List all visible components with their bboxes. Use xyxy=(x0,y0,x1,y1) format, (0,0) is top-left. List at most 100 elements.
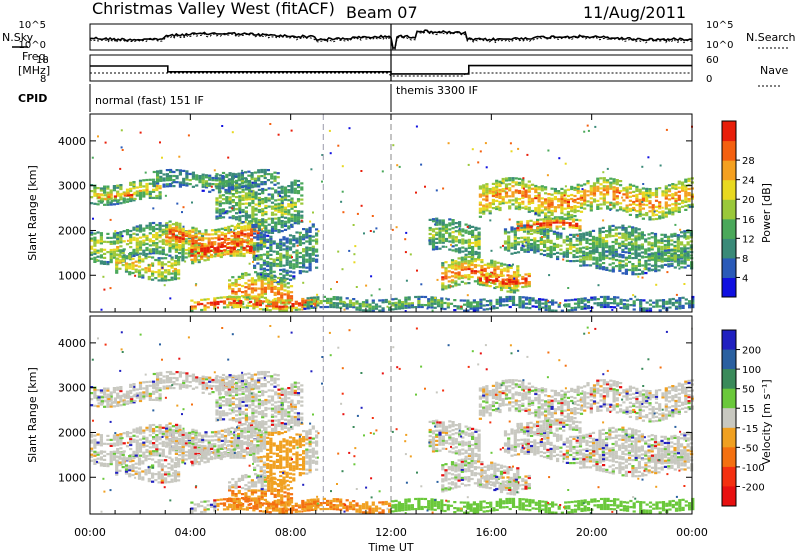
power-cell xyxy=(491,279,495,282)
power-cell xyxy=(527,200,531,203)
power-cell xyxy=(116,194,120,197)
power-cell xyxy=(467,244,471,247)
power-cell xyxy=(454,236,458,239)
power-cell xyxy=(640,237,644,240)
power-cell xyxy=(187,253,191,256)
power-cell xyxy=(99,250,103,253)
power-cell xyxy=(543,229,547,232)
power-cell xyxy=(667,184,672,187)
power-cell xyxy=(482,284,486,287)
power-cell xyxy=(283,220,288,223)
power-cell xyxy=(471,225,475,228)
power-cell xyxy=(132,185,136,188)
power-cell xyxy=(270,173,274,176)
power-cell xyxy=(138,193,143,197)
power-cell xyxy=(583,183,587,186)
power-cell xyxy=(256,254,260,257)
power-cell xyxy=(654,209,659,212)
power-cell xyxy=(603,295,607,298)
power-cell xyxy=(613,302,617,305)
power-cell xyxy=(592,186,597,189)
power-cell xyxy=(466,294,469,297)
power-cell xyxy=(609,201,613,204)
power-cell xyxy=(467,267,471,271)
power-cell xyxy=(514,183,518,186)
power-cell xyxy=(626,303,630,306)
power-cell xyxy=(671,297,675,301)
power-cell xyxy=(246,224,250,227)
power-cell xyxy=(285,277,289,280)
power-cell xyxy=(254,207,258,210)
power-cell xyxy=(524,189,528,192)
power-cell xyxy=(99,187,103,190)
power-cell xyxy=(596,205,600,208)
power-cell xyxy=(126,194,131,197)
power-cell xyxy=(491,188,495,191)
power-cell xyxy=(221,181,225,184)
power-cell xyxy=(493,272,497,275)
power-cell xyxy=(296,186,301,189)
power-cell xyxy=(167,273,171,276)
power-cell xyxy=(244,282,248,285)
power-cell xyxy=(168,236,172,239)
power-cell xyxy=(448,232,452,235)
power-cell xyxy=(243,229,247,232)
power-cell xyxy=(240,234,244,237)
power-cell xyxy=(503,240,508,243)
power-cell xyxy=(571,226,576,229)
power-cell xyxy=(504,278,509,281)
power-cell xyxy=(263,170,267,174)
power-cell xyxy=(579,196,582,199)
power-cell xyxy=(224,188,228,192)
power-cell xyxy=(457,271,461,274)
power-cell xyxy=(133,191,137,194)
power-cell xyxy=(227,229,231,233)
power-cell xyxy=(295,241,299,244)
power-cell xyxy=(277,208,281,211)
power-cell xyxy=(337,144,340,147)
power-cell xyxy=(609,187,613,190)
power-cell xyxy=(499,246,502,249)
power-cell xyxy=(234,173,238,176)
power-cell xyxy=(657,247,661,250)
power-cell xyxy=(302,228,306,231)
power-cell xyxy=(255,301,259,304)
power-cell xyxy=(355,308,359,311)
power-cell xyxy=(573,198,577,202)
power-cell xyxy=(259,242,263,245)
power-cell xyxy=(263,176,267,180)
power-cell xyxy=(308,226,312,229)
power-cell xyxy=(592,258,596,261)
power-cell xyxy=(150,250,153,253)
power-cell xyxy=(673,254,677,257)
power-cell xyxy=(451,219,455,222)
power-cell xyxy=(507,239,511,242)
power-cell xyxy=(112,248,116,251)
power-cell xyxy=(684,178,688,181)
power-cell xyxy=(511,276,515,279)
power-cell xyxy=(523,245,526,248)
power-cell xyxy=(296,214,301,217)
power-cell xyxy=(190,246,194,249)
power-cell xyxy=(298,239,302,242)
power-cell xyxy=(609,185,613,188)
power-cell xyxy=(130,194,134,197)
power-cell xyxy=(511,303,516,306)
power-cell xyxy=(308,255,312,258)
power-cell xyxy=(582,232,586,235)
power-cell xyxy=(138,195,143,199)
power-cell xyxy=(138,197,143,201)
power-cell xyxy=(438,227,442,230)
power-cell xyxy=(207,239,211,242)
power-cell xyxy=(285,239,289,242)
power-cell xyxy=(219,255,223,259)
power-cell xyxy=(191,175,195,178)
power-cell xyxy=(239,254,243,257)
power-cell xyxy=(614,228,618,231)
power-cell xyxy=(308,269,312,272)
power-cell xyxy=(131,261,135,264)
power-heatmap xyxy=(90,114,695,514)
power-cell xyxy=(301,301,305,305)
power-cell xyxy=(689,254,693,257)
power-cell xyxy=(511,193,515,196)
